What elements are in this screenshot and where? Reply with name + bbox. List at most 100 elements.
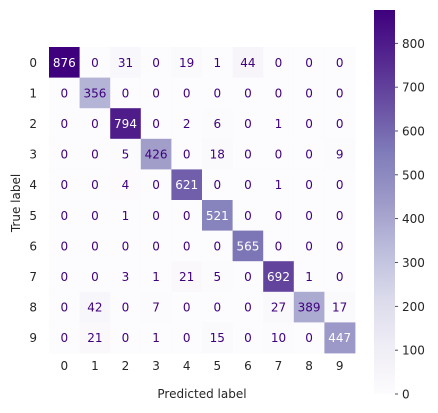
heatmap-cell-r5-c7	[263, 200, 295, 231]
cell-value-r5-c0: 0	[60, 209, 68, 223]
cell-value-r4-c0: 0	[60, 178, 68, 192]
cell-value-r6-c0: 0	[60, 239, 68, 253]
heatmap-cell-r5-c0	[49, 200, 80, 231]
heatmap-cell-r0-c9	[324, 47, 356, 78]
heatmap-cell-r5-c4	[171, 200, 203, 231]
cell-value-r4-c7: 1	[275, 178, 283, 192]
x-axis-ticks: 0 1 2 3 4 5 6 7 8 9	[60, 359, 343, 373]
cell-value-r9-c2: 0	[122, 331, 130, 345]
heatmap-cell-r8-c5	[202, 291, 233, 323]
y-axis-label: True label	[9, 174, 23, 233]
heatmap-cell-r2-c8	[293, 108, 325, 140]
cell-value-r8-c6: 0	[244, 301, 252, 315]
cell-value-r3-c5: 18	[210, 148, 225, 162]
x-tick-label-3: 3	[152, 359, 160, 373]
cell-value-r2-c9: 0	[336, 117, 344, 131]
heatmap-cell-r7-c8	[293, 261, 325, 293]
heatmap-cell-r6-c6	[232, 230, 264, 262]
y-tick-label-5: 5	[29, 209, 37, 223]
heatmap-cell-r6-c4	[171, 230, 203, 262]
heatmap-cell-r6-c0	[49, 230, 80, 262]
cell-value-r4-c9: 0	[336, 178, 344, 192]
heatmap-cell-r0-c3	[140, 47, 172, 78]
cell-value-r3-c8: 0	[305, 148, 313, 162]
cell-value-r3-c0: 0	[60, 148, 68, 162]
cell-value-r6-c9: 0	[336, 239, 344, 253]
cell-value-r1-c7: 0	[275, 86, 283, 100]
cell-value-r5-c3: 0	[152, 209, 160, 223]
cell-value-r1-c6: 0	[244, 86, 252, 100]
x-tick-label-4: 4	[183, 359, 191, 373]
x-tick-label-9: 9	[336, 359, 344, 373]
heatmap-cell-r0-c6	[232, 47, 264, 78]
y-tick-label-6: 6	[29, 239, 37, 253]
cell-value-r3-c4: 0	[183, 148, 191, 162]
cell-value-r9-c4: 0	[183, 331, 191, 345]
heatmap-cell-r4-c6	[232, 169, 264, 201]
heatmap-cell-r3-c9	[324, 138, 356, 170]
heatmap-cell-r9-c8	[293, 322, 325, 354]
cell-value-r6-c6: 565	[236, 239, 259, 253]
heatmap-cell-r9-c7	[263, 322, 295, 354]
cell-value-r4-c5: 0	[213, 178, 221, 192]
cell-value-r7-c3: 1	[152, 270, 160, 284]
heatmap-cell-r3-c2	[110, 138, 142, 170]
heatmap-cell-r2-c0	[49, 108, 80, 140]
colorbar	[374, 10, 395, 394]
heatmap-cell-labels: 876 0 31 0 19 1 44 0 0 00 356 0 0 0 0 0 0 0 00 0 794 0 2 6 0 1 0 00…	[53, 56, 351, 345]
heatmap-cell-r6-c5	[202, 230, 233, 262]
cell-value-r1-c1: 356	[83, 86, 106, 100]
heatmap-cell-r8-c9	[324, 291, 356, 323]
cell-value-r0-c4: 19	[179, 56, 194, 70]
cell-value-r0-c7: 0	[275, 56, 283, 70]
heatmap-cell-r3-c1	[79, 138, 111, 170]
heatmap-cell-r5-c5	[202, 200, 233, 231]
heatmap-cell-r9-c9	[324, 322, 356, 354]
heatmap-cell-r5-c2	[110, 200, 142, 231]
heatmap-cell-r6-c8	[293, 230, 325, 262]
cell-value-r2-c4: 2	[183, 117, 191, 131]
x-tick-label-6: 6	[244, 359, 252, 373]
heatmap-cell-r8-c0	[49, 291, 80, 323]
heatmap-cell-r2-c9	[324, 108, 356, 140]
cell-value-r5-c5: 521	[206, 209, 229, 223]
cell-value-r7-c2: 3	[122, 270, 130, 284]
cell-value-r6-c1: 0	[91, 239, 99, 253]
heatmap-cell-r0-c8	[293, 47, 325, 78]
heatmap-cell-r6-c7	[263, 230, 295, 262]
heatmap-cell-r0-c1	[79, 47, 111, 78]
heatmap-cell-r0-c5	[202, 47, 233, 78]
cell-value-r0-c6: 44	[240, 56, 255, 70]
cell-value-r6-c3: 0	[152, 239, 160, 253]
heatmap-cell-r1-c2	[110, 77, 142, 109]
cell-value-r7-c9: 0	[336, 270, 344, 284]
heatmap-cell-r7-c6	[232, 261, 264, 293]
cell-value-r2-c2: 794	[114, 117, 137, 131]
heatmap-cell-r1-c3	[140, 77, 172, 109]
cell-value-r7-c4: 21	[179, 270, 194, 284]
cell-value-r1-c0: 0	[60, 86, 68, 100]
x-tick-label-1: 1	[91, 359, 99, 373]
heatmap-cell-r4-c4	[171, 169, 203, 201]
cell-value-r8-c0: 0	[60, 301, 68, 315]
heatmap-cell-r7-c9	[324, 261, 356, 293]
x-tick-label-7: 7	[275, 359, 283, 373]
cell-value-r0-c5: 1	[213, 56, 221, 70]
y-tick-label-9: 9	[29, 331, 37, 345]
cell-value-r2-c1: 0	[91, 117, 99, 131]
cell-value-r5-c2: 1	[122, 209, 130, 223]
heatmap-cell-r4-c1	[79, 169, 111, 201]
cell-value-r4-c4: 621	[175, 178, 198, 192]
cell-value-r4-c1: 0	[91, 178, 99, 192]
cell-value-r1-c4: 0	[183, 86, 191, 100]
heatmap-cell-r0-c4	[171, 47, 203, 78]
cell-value-r4-c3: 0	[152, 178, 160, 192]
cell-value-r7-c8: 1	[305, 270, 313, 284]
heatmap-cell-r9-c1	[79, 322, 111, 354]
heatmap-cell-r8-c2	[110, 291, 142, 323]
y-tick-label-7: 7	[29, 270, 37, 284]
heatmap-cell-r6-c3	[140, 230, 172, 262]
cell-value-r8-c7: 27	[271, 301, 286, 315]
cell-value-r6-c4: 0	[183, 239, 191, 253]
heatmap-cell-r8-c6	[232, 291, 264, 323]
